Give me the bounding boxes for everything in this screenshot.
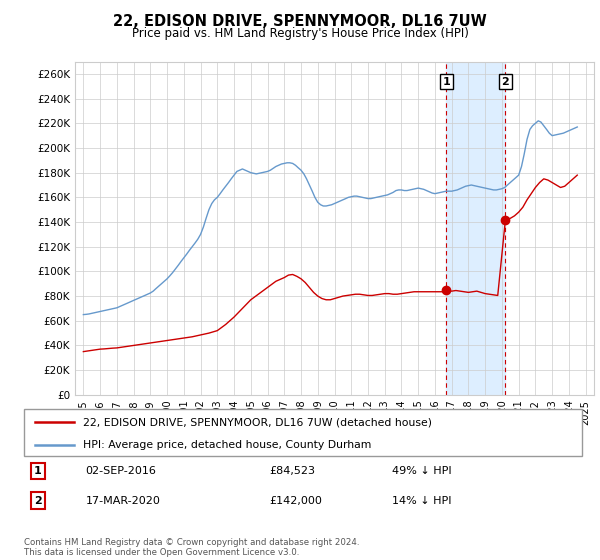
Text: 17-MAR-2020: 17-MAR-2020 xyxy=(85,496,160,506)
Text: HPI: Average price, detached house, County Durham: HPI: Average price, detached house, Coun… xyxy=(83,440,371,450)
Text: £142,000: £142,000 xyxy=(269,496,322,506)
Text: 22, EDISON DRIVE, SPENNYMOOR, DL16 7UW: 22, EDISON DRIVE, SPENNYMOOR, DL16 7UW xyxy=(113,14,487,29)
Bar xyxy=(446,62,505,395)
Text: 2: 2 xyxy=(502,77,509,87)
Text: 49% ↓ HPI: 49% ↓ HPI xyxy=(392,466,452,476)
Text: 1: 1 xyxy=(34,466,42,476)
Text: £84,523: £84,523 xyxy=(269,466,316,476)
Text: 14% ↓ HPI: 14% ↓ HPI xyxy=(392,496,452,506)
FancyBboxPatch shape xyxy=(24,409,582,456)
Text: Contains HM Land Registry data © Crown copyright and database right 2024.
This d: Contains HM Land Registry data © Crown c… xyxy=(24,538,359,557)
Text: 2: 2 xyxy=(34,496,42,506)
Text: 22, EDISON DRIVE, SPENNYMOOR, DL16 7UW (detached house): 22, EDISON DRIVE, SPENNYMOOR, DL16 7UW (… xyxy=(83,417,431,427)
Text: 02-SEP-2016: 02-SEP-2016 xyxy=(85,466,156,476)
Text: Price paid vs. HM Land Registry's House Price Index (HPI): Price paid vs. HM Land Registry's House … xyxy=(131,27,469,40)
Text: 1: 1 xyxy=(442,77,450,87)
